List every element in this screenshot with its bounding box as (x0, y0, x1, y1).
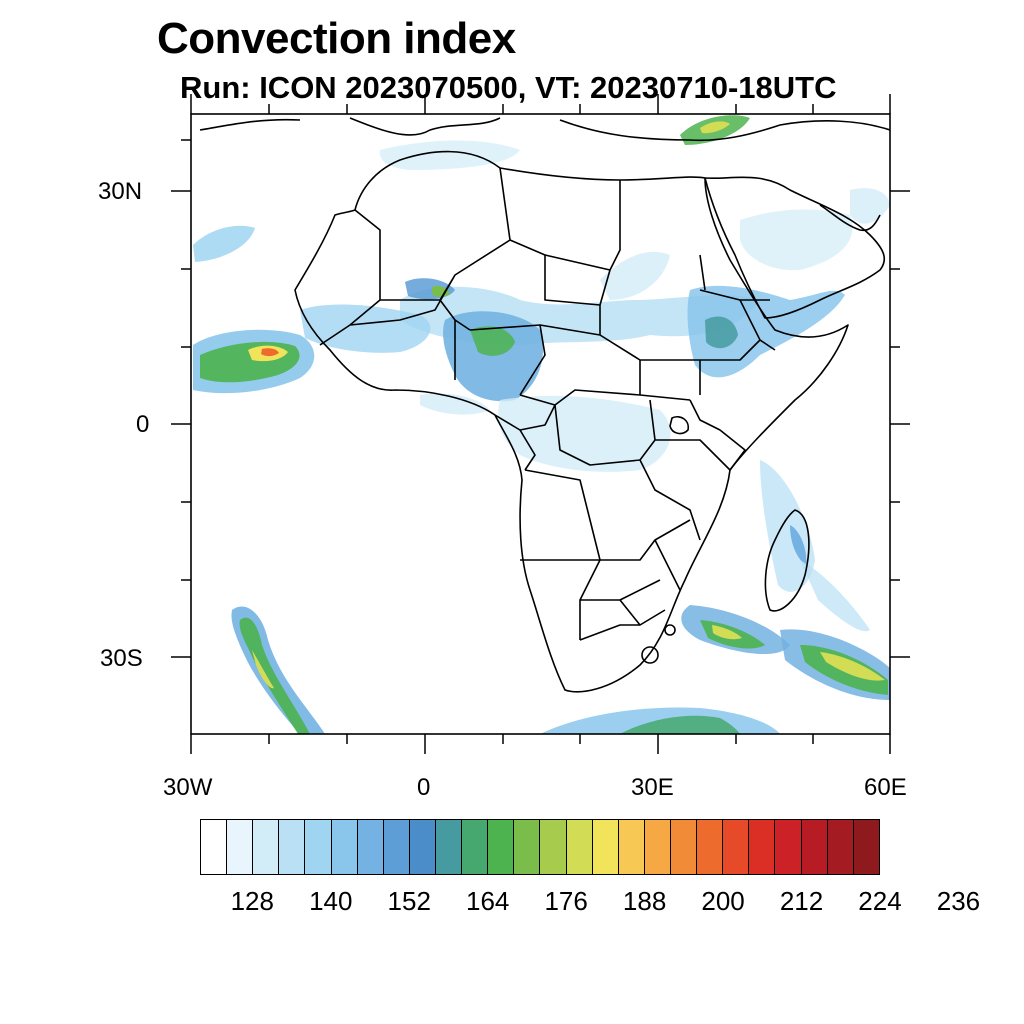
lesotho-border (641, 646, 659, 664)
colorbar-box (408, 820, 435, 874)
colorbar-box (304, 820, 331, 874)
lon-label-30w: 30W (163, 774, 213, 801)
colorbar-tick-label: 224 (858, 886, 902, 916)
colorbar-box (539, 820, 566, 874)
europe-coastline (199, 117, 890, 142)
colorbar-tick-label: 176 (544, 886, 588, 916)
colorbar-box (643, 820, 670, 874)
colorbar-box (826, 820, 853, 874)
africa-coastline (294, 150, 849, 693)
field-atlantic-west-max (261, 348, 279, 357)
lon-label-60e: 60E (864, 774, 907, 801)
convection-field (193, 115, 890, 734)
colorbar-tick-label: 212 (779, 886, 824, 916)
colorbar-box (696, 820, 723, 874)
field-atlantic-nw (193, 225, 255, 262)
colorbar-tick-label: 140 (309, 886, 353, 916)
field-west-coast (300, 304, 431, 353)
colorbar-tick-label: 164 (465, 886, 510, 916)
coastlines-borders (199, 117, 890, 693)
colorbar (200, 819, 880, 875)
colorbar-box (565, 820, 592, 874)
field-ethiopia-core (705, 316, 738, 349)
field-mozambique-peak (712, 625, 742, 640)
field-madagascar-core (790, 525, 807, 565)
colorbar-box (330, 820, 357, 874)
colorbar-box (356, 820, 383, 874)
field-gulf (420, 393, 490, 415)
colorbar-box (800, 820, 827, 874)
lat-label-0: 0 (136, 411, 150, 438)
field-mediterranean-peak (700, 121, 730, 134)
colorbar-box (722, 820, 749, 874)
colorbar-box (278, 820, 305, 874)
field-south-atlantic-core (239, 617, 310, 734)
colorbar-tick-label: 188 (622, 886, 667, 916)
colorbar-box (434, 820, 462, 874)
colorbar-box (252, 820, 279, 874)
colorbar-tick-label: 152 (387, 886, 431, 916)
field-south-atlantic-peak (252, 650, 274, 689)
field-ethiopia (687, 285, 845, 378)
arabia-coastline (704, 176, 886, 319)
colorbar-tick-label: 236 (936, 886, 981, 916)
field-north (379, 140, 520, 170)
map-title: Convection index (157, 14, 516, 63)
colorbar-box (461, 820, 488, 874)
madagascar-coastline (764, 509, 810, 612)
colorbar-box (774, 820, 801, 874)
lat-label-30s: 30S (100, 645, 143, 672)
lon-label-30e: 30E (631, 774, 674, 801)
field-se-ocean (800, 560, 870, 632)
axis-ticks (171, 94, 910, 754)
gulf-coastline (819, 204, 881, 232)
field-mali-core (432, 285, 450, 297)
field-east-band-peak (820, 652, 885, 681)
lon-label-0: 0 (417, 774, 431, 801)
colorbar-box (748, 820, 775, 874)
field-southern-core (620, 715, 740, 734)
field-central (498, 395, 671, 472)
lake-victoria (669, 415, 690, 435)
border-lines (319, 167, 776, 641)
eswatini-border (664, 624, 676, 636)
field-nigeria (443, 311, 543, 402)
colorbar-box (513, 820, 540, 874)
colorbar-tick-label: 128 (230, 886, 274, 916)
field-sudan (600, 251, 670, 300)
colorbar-box (201, 820, 227, 874)
colorbar-box (669, 820, 697, 874)
colorbar-box (852, 820, 879, 874)
map-subtitle: Run: ICON 2023070500, VT: 20230710-18UTC (180, 70, 837, 105)
colorbar-box (226, 820, 253, 874)
colorbar-tick-label: 200 (701, 886, 745, 916)
colorbar-box (591, 820, 618, 874)
field-arabia (740, 209, 853, 271)
field-iran (850, 188, 890, 224)
colorbar-box (487, 820, 514, 874)
lat-label-30n: 30N (98, 178, 143, 205)
field-nigeria-core (470, 326, 515, 356)
colorbar-box (617, 820, 644, 874)
colorbar-box (382, 820, 409, 874)
